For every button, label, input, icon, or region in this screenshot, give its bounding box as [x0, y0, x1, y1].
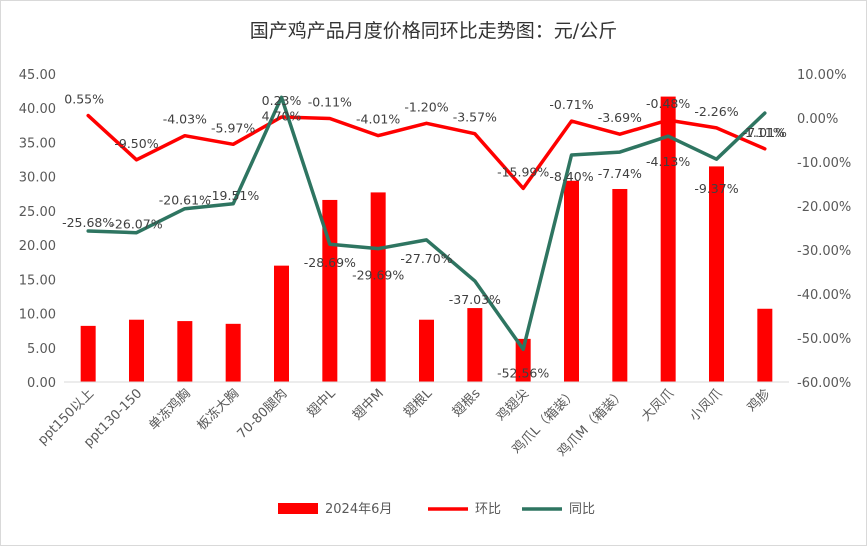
x-tick-label: 70-80腿肉	[235, 386, 291, 442]
mom-data-label: 0.23%	[262, 93, 302, 108]
yoy-data-label: -26.07%	[110, 217, 162, 232]
chart-title: 国产鸡产品月度价格同环比走势图：元/公斤	[249, 20, 618, 42]
left-y-tick-label: 25.00	[19, 205, 56, 220]
bar	[80, 325, 96, 382]
yoy-data-label: -4.13%	[646, 154, 690, 169]
bar	[467, 308, 483, 382]
left-y-tick-label: 30.00	[19, 171, 56, 186]
bar	[757, 308, 773, 382]
yoy-data-label: -7.74%	[598, 166, 642, 181]
yoy-data-label: -52.56%	[497, 365, 549, 380]
right-y-tick-label: -10.00%	[797, 156, 851, 171]
x-tick-label: 鸡翅尖	[493, 386, 532, 425]
legend: 2024年6月 环比 同比	[278, 502, 595, 517]
mom-line	[86, 113, 767, 191]
bar	[274, 265, 289, 382]
data-labels: 0.55% -9.50% -4.03% -5.97% 0.23% -0.11% -4.01%…	[62, 92, 787, 381]
yoy-data-label: -37.03%	[449, 292, 501, 307]
x-tick-label: 翅中L	[304, 385, 339, 420]
bar	[515, 338, 531, 382]
bar	[370, 192, 386, 382]
right-y-tick-label: 0.00%	[797, 112, 838, 127]
bar	[419, 319, 434, 382]
yoy-data-label: -25.68%	[62, 215, 114, 230]
bar	[564, 180, 579, 382]
yoy-data-label: -29.69%	[352, 268, 404, 283]
mom-data-label: 0.55%	[64, 92, 104, 107]
yoy-data-label: 1.11%	[745, 125, 785, 140]
yoy-data-label: -28.69%	[304, 255, 356, 270]
right-y-tick-label: -30.00%	[797, 244, 851, 259]
x-tick-label: 鸡胗	[744, 386, 774, 416]
x-tick-label: 单冻鸡胸	[146, 386, 194, 434]
yoy-line	[86, 95, 767, 352]
x-tick-label: 小凤爪	[687, 386, 725, 424]
mom-data-label: -3.57%	[453, 110, 497, 125]
legend-label: 同比	[569, 502, 595, 517]
mom-data-label: -3.69%	[598, 110, 642, 125]
mom-data-label: -5.97%	[211, 120, 255, 135]
left-y-tick-label: 5.00	[27, 342, 56, 357]
mom-data-label: -1.20%	[404, 99, 448, 114]
legend-label: 2024年6月	[325, 502, 392, 517]
x-tick-label: 翅中M	[349, 386, 387, 424]
mom-data-label: -15.99%	[497, 164, 549, 179]
right-y-tick-label: -60.00%	[797, 376, 851, 391]
yoy-data-label: -9.37%	[694, 181, 738, 196]
line-series	[86, 95, 767, 352]
right-y-tick-label: -40.00%	[797, 288, 851, 303]
mom-data-label: -4.01%	[356, 112, 400, 127]
yoy-data-label: -27.70%	[400, 251, 452, 266]
right-y-axis: -60.00% -50.00% -40.00% -30.00% -20.00% -10.0…	[797, 68, 851, 391]
left-y-tick-label: 40.00	[19, 102, 56, 117]
x-tick-label: 板冻大胸	[194, 386, 242, 434]
yoy-data-label: 4.70%	[262, 108, 302, 123]
mom-data-label: -0.11%	[308, 94, 352, 109]
legend-label: 环比	[475, 502, 501, 517]
right-y-tick-label: -50.00%	[797, 332, 851, 347]
x-tick-label: 大凤爪	[639, 386, 677, 424]
mom-data-label: -7.01%	[743, 125, 787, 140]
mom-data-label: -4.03%	[163, 112, 207, 127]
mom-data-label: -0.71%	[549, 97, 593, 112]
bar	[709, 166, 724, 382]
mom-data-label: -9.50%	[114, 136, 158, 151]
legend-bar-swatch	[278, 503, 318, 514]
bar	[225, 323, 241, 382]
left-y-tick-label: 45.00	[19, 68, 56, 83]
yoy-data-label: -19.51%	[207, 188, 259, 203]
mom-data-label: -0.48%	[646, 96, 690, 111]
x-tick-label: 翅根L	[401, 385, 436, 420]
yoy-data-label: -8.40%	[549, 169, 593, 184]
right-y-tick-label: -20.00%	[797, 200, 851, 215]
bar	[129, 319, 144, 382]
left-y-tick-label: 20.00	[19, 239, 56, 254]
left-y-tick-label: 0.00	[27, 376, 56, 391]
left-y-axis: 0.00 5.00 10.00 15.00 20.00 25.00 30.00 35.00 40…	[19, 68, 56, 391]
x-tick-label: 翅根s	[449, 385, 484, 420]
bar	[177, 321, 193, 382]
left-y-tick-label: 15.00	[19, 273, 56, 288]
left-y-tick-label: 10.00	[19, 308, 56, 323]
yoy-data-label: -20.61%	[159, 193, 211, 208]
bar	[612, 188, 628, 382]
right-y-tick-label: 10.00%	[797, 68, 847, 83]
bar	[660, 96, 676, 382]
left-y-tick-label: 35.00	[19, 136, 56, 151]
mom-data-label: -2.26%	[694, 104, 738, 119]
bar-series	[80, 96, 773, 382]
